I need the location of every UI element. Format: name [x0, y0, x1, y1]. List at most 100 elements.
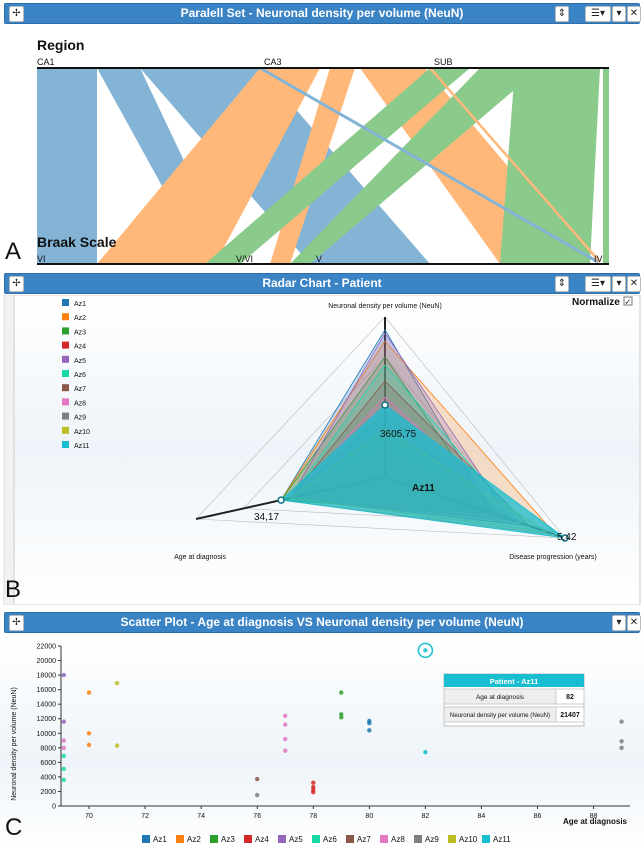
scatter-point-az8[interactable] [283, 713, 288, 719]
scatter-point-az8[interactable] [283, 736, 288, 742]
scatter-point-az11[interactable] [423, 648, 428, 653]
move-icon[interactable]: ✢ [9, 6, 24, 22]
radar-grid-ring [195, 316, 566, 539]
radar-highlight-point[interactable] [277, 496, 285, 504]
braak-cat-vvi[interactable]: V/VI [236, 254, 253, 264]
scatter-point-az2[interactable] [86, 731, 92, 736]
scatter-point-az6[interactable] [61, 777, 67, 783]
scatter-point-az2[interactable] [86, 690, 92, 695]
panel-c-titlebar[interactable]: ✢ Scatter Plot - Age at diagnosis VS Neu… [4, 612, 641, 633]
scatter-point-az5[interactable] [61, 719, 67, 724]
scatter-point-az8[interactable] [61, 738, 67, 743]
axis-label-age: Age at diagnosis [174, 554, 226, 561]
scatter-point-az9[interactable] [619, 745, 624, 751]
scroll-icon[interactable]: ⇕ [555, 6, 569, 22]
close-icon[interactable]: ✕ [627, 615, 641, 631]
radar-legend-label[interactable]: Az7 [74, 386, 86, 393]
scatter-point-az8[interactable] [61, 745, 67, 751]
scatter-legend-label[interactable]: Az9 [425, 835, 439, 844]
scatter-point-az7[interactable] [255, 776, 260, 782]
scatter-selected-ring[interactable] [417, 642, 434, 659]
radar-legend-label[interactable]: Az3 [74, 329, 86, 336]
radar-legend-label[interactable]: Az8 [74, 400, 86, 407]
scatter-legend-label[interactable]: Az3 [221, 835, 235, 844]
region-cat-ca3[interactable]: CA3 [264, 57, 282, 67]
radar-legend-label[interactable]: Az9 [74, 415, 86, 422]
list-menu-icon[interactable]: ☰▾ [585, 276, 611, 292]
scatter-point-az11[interactable] [423, 749, 428, 755]
scatter-x-tick-label: 74 [197, 813, 205, 820]
braak-cat-vi[interactable]: VI [37, 254, 46, 264]
scatter-legend-label[interactable]: Az4 [255, 835, 269, 844]
scatter-legend-label[interactable]: Az2 [187, 835, 201, 844]
scatter-point-az8[interactable] [283, 748, 288, 753]
radar-legend-label[interactable]: Az6 [74, 372, 86, 379]
scatter-point-az4[interactable] [311, 780, 316, 785]
scatter-legend-swatch [278, 835, 286, 843]
scatter-point-az9[interactable] [619, 739, 624, 744]
panel-b-titlebar[interactable]: ✢ Radar Chart - Patient ⇕ ☰▾ ▾ ✕ [4, 273, 641, 294]
scatter-legend-label[interactable]: Az7 [357, 835, 371, 844]
scatter-x-tick-label: 80 [365, 813, 373, 820]
panel-a-titlebar[interactable]: ✢ Paralell Set - Neuronal density per vo… [4, 3, 641, 24]
scatter-point-az9[interactable] [255, 792, 260, 798]
scatter-point-az5[interactable] [61, 672, 67, 678]
minimize-icon[interactable]: ▾ [612, 6, 626, 22]
list-menu-icon[interactable]: ☰▾ [585, 6, 611, 22]
close-icon[interactable]: ✕ [627, 6, 641, 22]
scatter-y-tick-label: 2000 [40, 789, 56, 796]
ribbon-sub-iv-orange [429, 67, 601, 263]
scatter-point-az10[interactable] [114, 680, 120, 686]
scatter-legend-label[interactable]: Az8 [391, 835, 405, 844]
scatter-point-az9[interactable] [619, 719, 624, 724]
radar-legend-swatch [62, 412, 69, 420]
region-cat-ca1[interactable]: CA1 [37, 57, 55, 67]
scroll-icon[interactable]: ⇕ [555, 276, 569, 292]
scatter-point-az1[interactable] [367, 728, 372, 733]
checkmark-icon: ✓ [625, 298, 632, 307]
minimize-icon[interactable]: ▾ [612, 615, 626, 631]
radar-legend-label[interactable]: Az5 [74, 358, 86, 365]
scatter-point-az8[interactable] [283, 722, 288, 727]
scatter-point-az10[interactable] [114, 743, 120, 748]
scatter-point-az1[interactable] [367, 720, 372, 726]
close-icon[interactable]: ✕ [627, 276, 641, 292]
normalize-checkbox[interactable] [623, 296, 633, 306]
scatter-point-az3[interactable] [339, 690, 344, 695]
region-axis-label: Region [37, 37, 84, 53]
minimize-icon[interactable]: ▾ [612, 276, 626, 292]
radar-legend-label[interactable]: Az11 [74, 443, 90, 450]
braak-cat-v[interactable]: V [316, 254, 322, 264]
region-cat-sub[interactable]: SUB [434, 57, 453, 67]
radar-legend-label[interactable]: Az2 [74, 315, 86, 322]
scatter-y-tick-label: 12000 [37, 716, 57, 723]
radar-legend-label[interactable]: Az1 [74, 301, 86, 308]
move-icon[interactable]: ✢ [9, 615, 24, 631]
scatter-point-az4[interactable] [311, 789, 316, 795]
scatter-legend-label[interactable]: Az11 [493, 835, 511, 844]
scatter-point-az6[interactable] [61, 766, 67, 772]
panel-c-title: Scatter Plot - Age at diagnosis VS Neuro… [120, 615, 524, 629]
ribbon-sub-v [290, 68, 540, 264]
scatter-point-az2[interactable] [86, 742, 92, 748]
radar-legend-swatch [62, 355, 69, 363]
radar-legend-swatch [62, 441, 69, 448]
radar-legend-label[interactable]: Az4 [74, 344, 86, 351]
radar-highlight-point[interactable] [381, 401, 389, 409]
braak-cat-iv[interactable]: IV [594, 254, 603, 264]
radar-series-az11[interactable] [280, 404, 566, 539]
radar-legend-swatch [62, 384, 69, 392]
scatter-point-az6[interactable] [61, 753, 67, 759]
scatter-point-az3[interactable] [339, 715, 344, 720]
ribbon-sub-iv-thin [603, 68, 609, 264]
scatter-legend-label[interactable]: Az5 [289, 835, 303, 844]
radar-legend-label[interactable]: Az10 [74, 429, 90, 436]
scatter-legend-label[interactable]: Az6 [323, 835, 337, 844]
scatter-legend-label[interactable]: Az1 [153, 835, 167, 844]
move-icon[interactable]: ✢ [9, 276, 24, 292]
axis-label-progression: Disease progression (years) [509, 554, 597, 561]
scatter-y-tick-label: 18000 [37, 673, 57, 680]
scatter-legend-label[interactable]: Az10 [459, 835, 478, 844]
radar-highlight-point[interactable] [561, 534, 569, 542]
scatter-x-tick-label: 82 [421, 813, 429, 820]
